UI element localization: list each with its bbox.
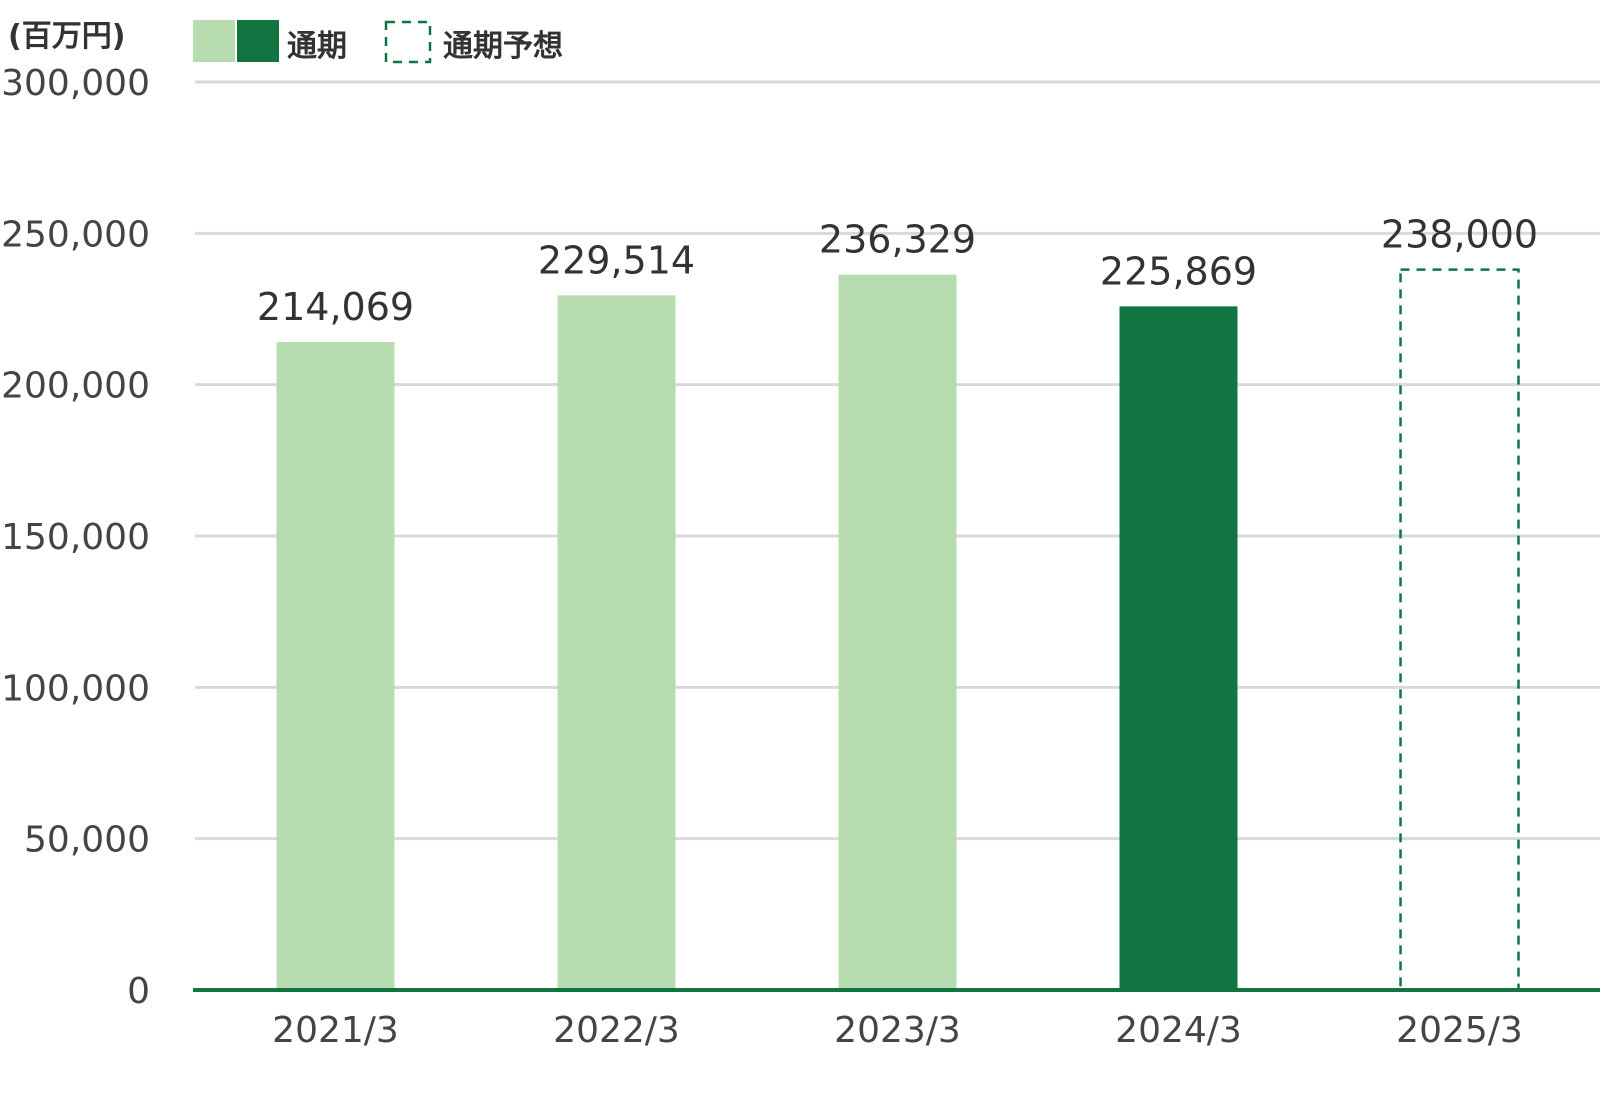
y-tick-label: 250,000	[1, 214, 150, 255]
data-labels: 214,069 229,514 236,329 225,869 238,000	[257, 213, 1538, 329]
y-tick-label: 0	[127, 971, 150, 1012]
y-tick-label: 50,000	[24, 820, 150, 861]
legend-swatch-actual-dark	[237, 20, 279, 62]
bar	[276, 342, 395, 991]
legend-swatch-forecast	[384, 20, 432, 64]
x-axis-ticks: 2021/3 2022/3 2023/3 2024/3 2025/3	[272, 1010, 1523, 1051]
x-tick-label: 2024/3	[1115, 1010, 1242, 1051]
y-tick-label: 150,000	[1, 517, 150, 558]
legend-label-forecast: 通期予想	[443, 29, 563, 64]
data-label: 214,069	[257, 285, 414, 329]
legend: 通期 通期予想	[193, 20, 563, 64]
y-tick-label: 100,000	[1, 668, 150, 709]
y-axis-ticks: 0 50,000 100,000 150,000 200,000 250,000 300,0…	[1, 63, 150, 1012]
bar-forecast	[1399, 268, 1520, 992]
legend-label-actual: 通期	[287, 29, 347, 64]
data-label: 225,869	[1100, 249, 1257, 293]
y-tick-label: 300,000	[1, 63, 150, 104]
legend-swatch-actual-light	[193, 20, 235, 62]
x-tick-label: 2022/3	[553, 1010, 680, 1051]
x-tick-label: 2023/3	[834, 1010, 961, 1051]
bar	[557, 295, 676, 990]
unit-label: (百万円)	[8, 19, 125, 54]
bar	[838, 274, 957, 990]
bars	[276, 268, 1520, 992]
x-tick-label: 2025/3	[1396, 1010, 1523, 1051]
data-label: 229,514	[538, 238, 695, 282]
y-tick-label: 200,000	[1, 366, 150, 407]
data-label: 238,000	[1381, 213, 1538, 257]
data-label: 236,329	[819, 218, 976, 262]
x-tick-label: 2021/3	[272, 1010, 399, 1051]
bar	[1119, 306, 1238, 990]
